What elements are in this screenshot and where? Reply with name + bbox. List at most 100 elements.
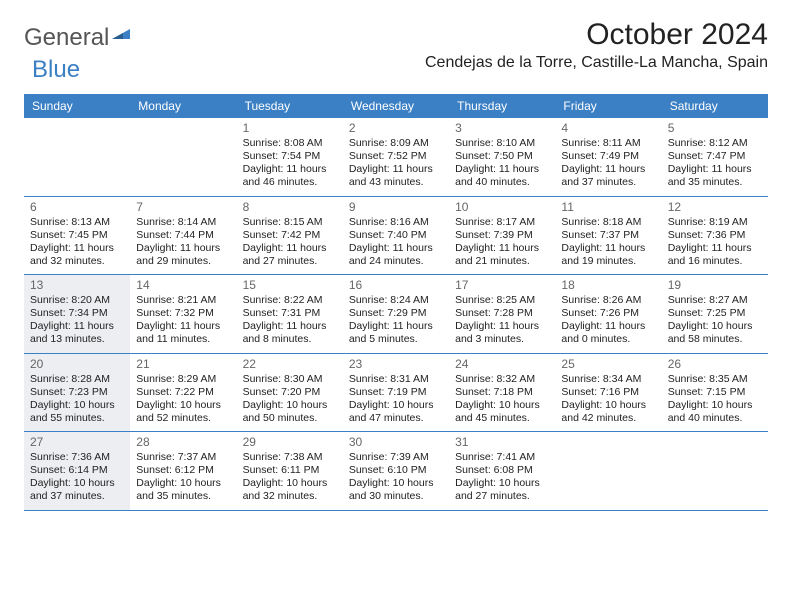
logo: General bbox=[24, 18, 130, 52]
day-cell: 20Sunrise: 8:28 AMSunset: 7:23 PMDayligh… bbox=[24, 354, 130, 432]
day-info-line: Sunrise: 8:31 AM bbox=[349, 373, 443, 386]
day-number: 4 bbox=[561, 121, 655, 136]
day-info-line: Sunrise: 8:25 AM bbox=[455, 294, 549, 307]
day-info-line: Sunrise: 8:29 AM bbox=[136, 373, 230, 386]
day-info-line: Sunset: 7:42 PM bbox=[243, 229, 337, 242]
day-info-line: and 32 minutes. bbox=[30, 255, 124, 268]
day-info-line: Sunrise: 8:18 AM bbox=[561, 216, 655, 229]
day-info-line: and 52 minutes. bbox=[136, 412, 230, 425]
day-info-line: Sunset: 7:49 PM bbox=[561, 150, 655, 163]
day-info-line: and 11 minutes. bbox=[136, 333, 230, 346]
day-info-line: and 24 minutes. bbox=[349, 255, 443, 268]
day-number: 14 bbox=[136, 278, 230, 293]
day-info-line: Sunrise: 8:17 AM bbox=[455, 216, 549, 229]
empty-cell bbox=[662, 432, 768, 510]
day-header-sunday: Sunday bbox=[24, 94, 130, 118]
day-cell: 19Sunrise: 8:27 AMSunset: 7:25 PMDayligh… bbox=[662, 275, 768, 353]
day-info-line: and 29 minutes. bbox=[136, 255, 230, 268]
day-info-line: Daylight: 10 hours bbox=[561, 399, 655, 412]
day-info-line: and 21 minutes. bbox=[455, 255, 549, 268]
day-info-line: and 27 minutes. bbox=[243, 255, 337, 268]
day-cell: 27Sunrise: 7:36 AMSunset: 6:14 PMDayligh… bbox=[24, 432, 130, 510]
day-cell: 1Sunrise: 8:08 AMSunset: 7:54 PMDaylight… bbox=[237, 118, 343, 196]
day-number: 24 bbox=[455, 357, 549, 372]
day-info-line: and 0 minutes. bbox=[561, 333, 655, 346]
day-info-line: and 19 minutes. bbox=[561, 255, 655, 268]
day-number: 29 bbox=[243, 435, 337, 450]
day-info-line: and 42 minutes. bbox=[561, 412, 655, 425]
month-title: October 2024 bbox=[425, 18, 768, 52]
day-cell: 28Sunrise: 7:37 AMSunset: 6:12 PMDayligh… bbox=[130, 432, 236, 510]
day-info-line: Sunset: 7:22 PM bbox=[136, 386, 230, 399]
day-info-line: Sunrise: 8:19 AM bbox=[668, 216, 762, 229]
day-info-line: Sunset: 6:11 PM bbox=[243, 464, 337, 477]
day-info-line: Sunrise: 8:22 AM bbox=[243, 294, 337, 307]
day-info-line: Sunrise: 8:14 AM bbox=[136, 216, 230, 229]
day-cell: 12Sunrise: 8:19 AMSunset: 7:36 PMDayligh… bbox=[662, 197, 768, 275]
day-cell: 5Sunrise: 8:12 AMSunset: 7:47 PMDaylight… bbox=[662, 118, 768, 196]
day-header-wednesday: Wednesday bbox=[343, 94, 449, 118]
day-info-line: Sunrise: 8:21 AM bbox=[136, 294, 230, 307]
day-info-line: Sunset: 7:20 PM bbox=[243, 386, 337, 399]
day-cell: 16Sunrise: 8:24 AMSunset: 7:29 PMDayligh… bbox=[343, 275, 449, 353]
day-info-line: Sunset: 7:52 PM bbox=[349, 150, 443, 163]
day-info-line: Sunset: 7:29 PM bbox=[349, 307, 443, 320]
day-number: 12 bbox=[668, 200, 762, 215]
day-cell: 30Sunrise: 7:39 AMSunset: 6:10 PMDayligh… bbox=[343, 432, 449, 510]
location: Cendejas de la Torre, Castille-La Mancha… bbox=[425, 54, 768, 72]
day-info-line: Sunrise: 8:27 AM bbox=[668, 294, 762, 307]
day-cell: 18Sunrise: 8:26 AMSunset: 7:26 PMDayligh… bbox=[555, 275, 661, 353]
day-info-line: Sunrise: 8:24 AM bbox=[349, 294, 443, 307]
day-info-line: Sunrise: 8:26 AM bbox=[561, 294, 655, 307]
day-cell: 7Sunrise: 8:14 AMSunset: 7:44 PMDaylight… bbox=[130, 197, 236, 275]
day-info-line: Sunset: 7:54 PM bbox=[243, 150, 337, 163]
day-info-line: Daylight: 10 hours bbox=[30, 477, 124, 490]
day-number: 11 bbox=[561, 200, 655, 215]
day-info-line: Sunset: 7:47 PM bbox=[668, 150, 762, 163]
day-number: 1 bbox=[243, 121, 337, 136]
day-info-line: and 35 minutes. bbox=[136, 490, 230, 503]
day-info-line: Sunrise: 8:30 AM bbox=[243, 373, 337, 386]
day-cell: 3Sunrise: 8:10 AMSunset: 7:50 PMDaylight… bbox=[449, 118, 555, 196]
day-cell: 17Sunrise: 8:25 AMSunset: 7:28 PMDayligh… bbox=[449, 275, 555, 353]
day-info-line: Sunset: 7:50 PM bbox=[455, 150, 549, 163]
day-cell: 13Sunrise: 8:20 AMSunset: 7:34 PMDayligh… bbox=[24, 275, 130, 353]
day-info-line: and 47 minutes. bbox=[349, 412, 443, 425]
day-cell: 9Sunrise: 8:16 AMSunset: 7:40 PMDaylight… bbox=[343, 197, 449, 275]
day-number: 27 bbox=[30, 435, 124, 450]
day-info-line: Daylight: 11 hours bbox=[349, 320, 443, 333]
day-info-line: Sunset: 7:16 PM bbox=[561, 386, 655, 399]
day-info-line: Daylight: 11 hours bbox=[561, 163, 655, 176]
day-info-line: Sunset: 7:25 PM bbox=[668, 307, 762, 320]
day-number: 2 bbox=[349, 121, 443, 136]
day-info-line: and 50 minutes. bbox=[243, 412, 337, 425]
day-info-line: Sunset: 7:45 PM bbox=[30, 229, 124, 242]
day-info-line: Daylight: 10 hours bbox=[136, 477, 230, 490]
day-info-line: and 40 minutes. bbox=[455, 176, 549, 189]
logo-text-blue: Blue bbox=[32, 56, 80, 84]
day-info-line: and 16 minutes. bbox=[668, 255, 762, 268]
day-info-line: Sunset: 7:15 PM bbox=[668, 386, 762, 399]
day-info-line: Sunset: 7:34 PM bbox=[30, 307, 124, 320]
day-number: 25 bbox=[561, 357, 655, 372]
day-cell: 2Sunrise: 8:09 AMSunset: 7:52 PMDaylight… bbox=[343, 118, 449, 196]
day-info-line: Sunrise: 8:08 AM bbox=[243, 137, 337, 150]
day-info-line: and 8 minutes. bbox=[243, 333, 337, 346]
day-info-line: Daylight: 11 hours bbox=[136, 242, 230, 255]
day-number: 30 bbox=[349, 435, 443, 450]
day-cell: 25Sunrise: 8:34 AMSunset: 7:16 PMDayligh… bbox=[555, 354, 661, 432]
day-number: 16 bbox=[349, 278, 443, 293]
day-info-line: and 13 minutes. bbox=[30, 333, 124, 346]
day-info-line: Sunrise: 8:10 AM bbox=[455, 137, 549, 150]
week-row: 13Sunrise: 8:20 AMSunset: 7:34 PMDayligh… bbox=[24, 275, 768, 354]
day-number: 10 bbox=[455, 200, 549, 215]
day-info-line: and 40 minutes. bbox=[668, 412, 762, 425]
day-header-tuesday: Tuesday bbox=[237, 94, 343, 118]
day-info-line: Daylight: 10 hours bbox=[30, 399, 124, 412]
day-info-line: Sunset: 7:28 PM bbox=[455, 307, 549, 320]
day-cell: 14Sunrise: 8:21 AMSunset: 7:32 PMDayligh… bbox=[130, 275, 236, 353]
day-info-line: Sunrise: 7:38 AM bbox=[243, 451, 337, 464]
day-info-line: Daylight: 11 hours bbox=[30, 242, 124, 255]
day-info-line: Sunset: 6:08 PM bbox=[455, 464, 549, 477]
day-info-line: Sunrise: 8:35 AM bbox=[668, 373, 762, 386]
